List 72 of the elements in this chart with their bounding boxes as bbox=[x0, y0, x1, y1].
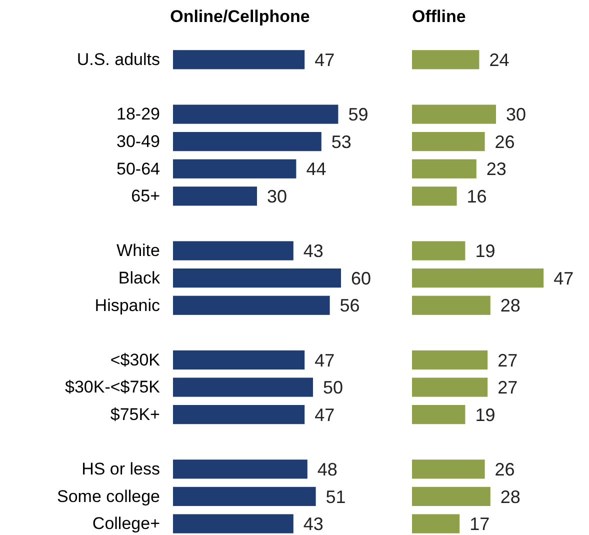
y-tick-label: U.S. adults bbox=[76, 50, 160, 70]
chart-title: Offline bbox=[412, 7, 466, 26]
data-label: 47 bbox=[314, 404, 335, 425]
y-tick-label: <$30K bbox=[110, 350, 161, 370]
bar bbox=[412, 296, 490, 315]
data-label: 16 bbox=[466, 186, 487, 206]
bar bbox=[173, 404, 305, 424]
data-label: 56 bbox=[340, 296, 360, 316]
data-label: 28 bbox=[500, 486, 520, 507]
data-label: 30 bbox=[267, 186, 288, 206]
data-label: 47 bbox=[314, 350, 335, 370]
data-label: 28 bbox=[500, 296, 520, 316]
data-label: 30 bbox=[506, 104, 526, 125]
y-tick-label: Black bbox=[118, 268, 160, 288]
data-label: 47 bbox=[554, 268, 574, 288]
bar bbox=[412, 132, 485, 152]
y-tick-label: $75K+ bbox=[110, 404, 160, 424]
chart-title: Online/Cellphone bbox=[170, 7, 310, 26]
data-label: 44 bbox=[306, 159, 326, 180]
data-label: 26 bbox=[494, 132, 515, 152]
bar bbox=[412, 514, 460, 534]
y-tick-label: 65+ bbox=[131, 186, 160, 206]
bar bbox=[173, 104, 338, 124]
data-label: 26 bbox=[494, 459, 515, 480]
bar bbox=[412, 268, 544, 288]
y-tick-label: HS or less bbox=[82, 460, 160, 479]
bar bbox=[173, 486, 316, 506]
bar bbox=[173, 378, 313, 397]
data-label: 17 bbox=[470, 514, 490, 534]
bar bbox=[173, 159, 296, 178]
y-tick-label: $30K-<$75K bbox=[65, 378, 161, 397]
data-label: 27 bbox=[498, 350, 518, 370]
bar bbox=[412, 104, 496, 124]
y-tick-label: White bbox=[116, 241, 160, 260]
data-label: 48 bbox=[317, 459, 338, 480]
bar bbox=[412, 159, 476, 178]
data-label: 59 bbox=[348, 104, 368, 125]
bar bbox=[173, 50, 305, 70]
data-label: 43 bbox=[303, 514, 324, 534]
bar bbox=[173, 350, 305, 370]
y-tick-label: 30-49 bbox=[116, 132, 160, 151]
bar bbox=[173, 132, 322, 152]
bar bbox=[412, 50, 480, 70]
y-tick-label: 50-64 bbox=[116, 159, 160, 178]
bar bbox=[412, 460, 485, 479]
y-tick-label: College+ bbox=[92, 514, 160, 534]
bar bbox=[412, 241, 466, 260]
data-label: 19 bbox=[475, 404, 496, 425]
bar bbox=[412, 350, 488, 370]
bar bbox=[412, 486, 490, 506]
data-label: 60 bbox=[351, 268, 372, 288]
y-tick-label: Some college bbox=[56, 486, 160, 506]
data-label: 19 bbox=[475, 241, 496, 262]
data-label: 24 bbox=[489, 50, 510, 70]
bar bbox=[412, 404, 466, 424]
data-label: 50 bbox=[323, 378, 344, 398]
data-label: 43 bbox=[303, 241, 324, 262]
data-label: 47 bbox=[314, 50, 335, 70]
bar bbox=[412, 186, 457, 206]
bar bbox=[412, 378, 488, 397]
bar bbox=[173, 268, 341, 288]
bar bbox=[173, 241, 294, 260]
data-label: 53 bbox=[331, 132, 352, 152]
data-label: 51 bbox=[326, 486, 346, 507]
bar bbox=[173, 460, 308, 479]
bar bbox=[173, 296, 330, 315]
bar bbox=[173, 186, 257, 206]
y-tick-label: Hispanic bbox=[94, 296, 160, 315]
bar bbox=[173, 514, 294, 534]
data-label: 27 bbox=[498, 378, 518, 398]
data-label: 23 bbox=[486, 159, 506, 180]
y-tick-label: 18-29 bbox=[116, 104, 160, 124]
